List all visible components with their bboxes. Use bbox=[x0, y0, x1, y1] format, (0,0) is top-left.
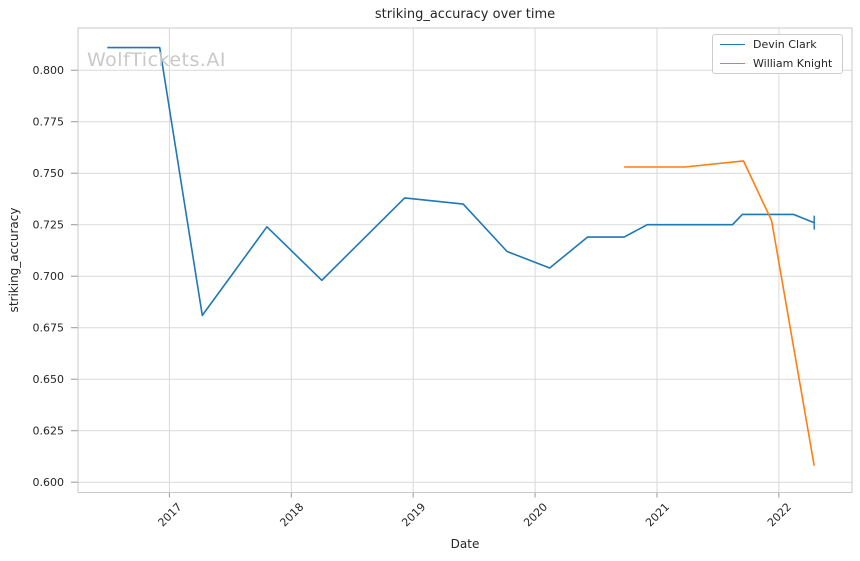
legend-line-sample-icon bbox=[720, 62, 745, 64]
y-axis-label: striking_accuracy bbox=[7, 207, 21, 313]
y-tick-label: 0.625 bbox=[33, 425, 65, 438]
y-tick-label: 0.650 bbox=[33, 373, 65, 386]
legend-label: Devin Clark bbox=[753, 38, 817, 52]
y-tick-label: 0.725 bbox=[33, 219, 65, 232]
legend: Devin Clark William Knight bbox=[712, 34, 843, 74]
y-tick-label: 0.750 bbox=[33, 167, 65, 180]
x-tick-label: 2017 bbox=[156, 500, 185, 529]
chart-title: striking_accuracy over time bbox=[374, 7, 556, 22]
y-tick-label: 0.800 bbox=[33, 64, 65, 77]
series-line bbox=[107, 46, 815, 317]
legend-line-sample-icon bbox=[720, 44, 745, 46]
series-line bbox=[624, 160, 815, 466]
x-axis-label: Date bbox=[450, 537, 480, 551]
watermark: WolfTickets.AI bbox=[87, 49, 227, 71]
y-tick-label: 0.675 bbox=[33, 322, 65, 335]
plot-border bbox=[77, 27, 853, 493]
x-tick-label: 2019 bbox=[399, 500, 428, 529]
x-tick-label: 2022 bbox=[765, 500, 794, 529]
y-tick-label: 0.700 bbox=[33, 270, 65, 283]
y-tick-label: 0.600 bbox=[33, 476, 65, 489]
x-tick-label: 2018 bbox=[277, 500, 306, 529]
legend-item-devin-clark: Devin Clark bbox=[720, 37, 835, 53]
legend-label: William Knight bbox=[753, 56, 833, 70]
x-tick-label: 2021 bbox=[643, 500, 672, 529]
x-tick-label: 2020 bbox=[521, 500, 550, 529]
legend-item-william-knight: William Knight bbox=[720, 56, 835, 72]
y-tick-label: 0.775 bbox=[33, 116, 65, 129]
